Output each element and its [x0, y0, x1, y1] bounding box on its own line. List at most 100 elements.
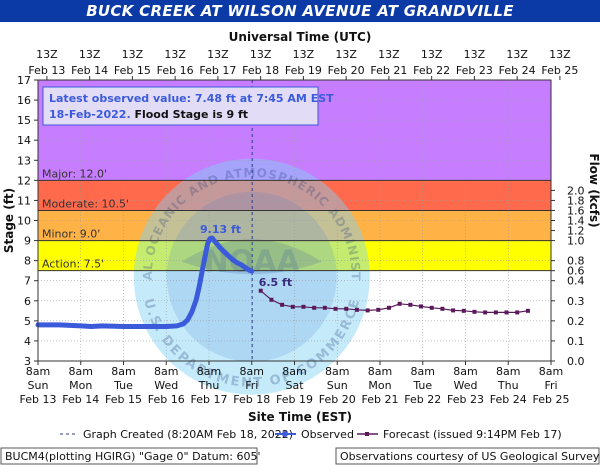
- bottom-tick-time: 8am: [453, 365, 477, 378]
- y-tick-label: 13: [17, 154, 31, 167]
- observed-point: [182, 322, 185, 326]
- bottom-tick-date: Feb 13: [20, 393, 57, 406]
- observed-point: [175, 324, 179, 328]
- forecast-point: [483, 310, 488, 315]
- latest-box-date: 18-Feb-2022.: [49, 108, 134, 121]
- top-tick-date: Feb 14: [71, 64, 108, 77]
- forecast-point: [493, 310, 498, 315]
- forecast-point: [354, 307, 359, 312]
- forecast-point: [269, 297, 274, 302]
- y-tick-label: 16: [17, 94, 31, 107]
- forecast-point: [419, 304, 424, 309]
- top-tick-date: Feb 19: [285, 64, 322, 77]
- y2-tick-label: 0.4: [567, 275, 585, 288]
- top-tick-date: Feb 22: [413, 64, 450, 77]
- observed-point: [165, 325, 168, 328]
- top-tick-date: Feb 24: [499, 64, 536, 77]
- y-tick-label: 12: [17, 174, 31, 187]
- observed-point: [235, 261, 238, 264]
- top-tick-date: Feb 21: [370, 64, 407, 77]
- bottom-tick-time: 8am: [111, 365, 135, 378]
- y-tick-label: 7: [24, 275, 31, 288]
- y2-tick-label: 2.0: [567, 184, 585, 197]
- bottom-tick-date: Feb 15: [105, 393, 142, 406]
- legend-graph-created-label: Graph Created (8:20AM Feb 18, 2022): [83, 428, 293, 441]
- bottom-tick-date: Feb 19: [276, 393, 313, 406]
- bottom-tick-weekday: Sun: [327, 379, 348, 392]
- top-tick-time: 13Z: [335, 48, 357, 61]
- top-tick-time: 13Z: [122, 48, 144, 61]
- y2-tick-label: 0.8: [567, 255, 585, 268]
- noaa-watermark-inner: [166, 191, 337, 362]
- y-axis-label: Stage (ft): [2, 188, 16, 253]
- bottom-tick-time: 8am: [325, 365, 349, 378]
- legend-forecast-label: Forecast (issued 9:14PM Feb 17): [383, 428, 562, 441]
- y-tick-label: 11: [17, 194, 31, 207]
- top-tick-date: Feb 15: [114, 64, 151, 77]
- observed-point: [212, 239, 216, 242]
- forecast-point: [451, 308, 456, 313]
- footer-right-text: Observations courtesy of US Geological S…: [340, 450, 600, 463]
- bottom-tick-date: Feb 18: [233, 393, 270, 406]
- forecast-point: [365, 308, 370, 313]
- bottom-axis-label: Site Time (EST): [248, 410, 352, 424]
- observed-point: [250, 269, 253, 273]
- top-tick-date: Feb 20: [328, 64, 365, 77]
- forecast-point: [376, 307, 381, 312]
- bottom-tick-weekday: Fri: [544, 379, 557, 392]
- top-tick-date: Feb 17: [199, 64, 236, 77]
- footer-left-text: BUCM4(plotting HGIRG) "Gage 0" Datum: 60…: [5, 450, 261, 463]
- legend-observed-label: Observed: [301, 428, 354, 441]
- latest-box-flood-stage: Flood Stage is 9 ft: [134, 108, 248, 121]
- forecast-point: [280, 302, 285, 307]
- legend-observed-marker: [282, 431, 288, 437]
- forecast-point: [408, 302, 413, 307]
- y2-tick-label: 0.3: [567, 295, 585, 308]
- bottom-tick-weekday: Mon: [69, 379, 92, 392]
- observed-point: [215, 242, 218, 245]
- top-tick-time: 13Z: [464, 48, 486, 61]
- forecast-start-label: 6.5 ft: [259, 276, 292, 289]
- observed-point: [222, 250, 226, 253]
- forecast-point: [429, 305, 434, 310]
- y-tick-label: 17: [17, 74, 31, 87]
- forecast-point: [472, 309, 477, 314]
- observed-point: [239, 263, 243, 266]
- bottom-tick-time: 8am: [411, 365, 435, 378]
- forecast-point: [258, 288, 263, 293]
- top-tick-time: 13Z: [207, 48, 229, 61]
- bottom-tick-weekday: Fri: [245, 379, 258, 392]
- top-tick-time: 13Z: [421, 48, 443, 61]
- y2-tick-label: 0.6: [567, 265, 585, 278]
- chart-title: BUCK CREEK AT WILSON AVENUE AT GRANDVILL…: [0, 0, 600, 22]
- flood-label-action: Action: 7.5': [42, 258, 104, 271]
- bottom-tick-time: 8am: [154, 365, 178, 378]
- top-tick-date: Feb 25: [541, 64, 578, 77]
- y-tick-label: 6: [24, 295, 31, 308]
- bottom-tick-date: Feb 14: [62, 393, 99, 406]
- forecast-point: [515, 310, 520, 315]
- top-tick-time: 13Z: [36, 48, 58, 61]
- observed-point: [100, 324, 104, 328]
- forecast-point: [344, 306, 349, 311]
- bottom-tick-date: Feb 24: [490, 393, 527, 406]
- observed-point: [58, 323, 61, 327]
- observed-point: [198, 283, 201, 286]
- y2-tick-label: 0.2: [567, 315, 585, 328]
- peak-label: 9.13 ft: [200, 223, 241, 236]
- legend-forecast-marker: [365, 432, 369, 436]
- forecast-point: [301, 304, 306, 309]
- y-tick-label: 9: [24, 235, 31, 248]
- top-tick-time: 13Z: [506, 48, 528, 61]
- y2-tick-label: 1.8: [567, 194, 585, 207]
- y2-tick-label: 1.4: [567, 215, 585, 228]
- bottom-tick-time: 8am: [26, 365, 50, 378]
- bottom-tick-time: 8am: [69, 365, 93, 378]
- top-tick-time: 13Z: [549, 48, 571, 61]
- latest-box-line2: 18-Feb-2022. Flood Stage is 9 ft: [49, 108, 248, 121]
- observed-point: [208, 237, 212, 240]
- bottom-tick-time: 8am: [368, 365, 392, 378]
- bottom-tick-date: Feb 17: [191, 393, 228, 406]
- observed-point: [79, 324, 82, 328]
